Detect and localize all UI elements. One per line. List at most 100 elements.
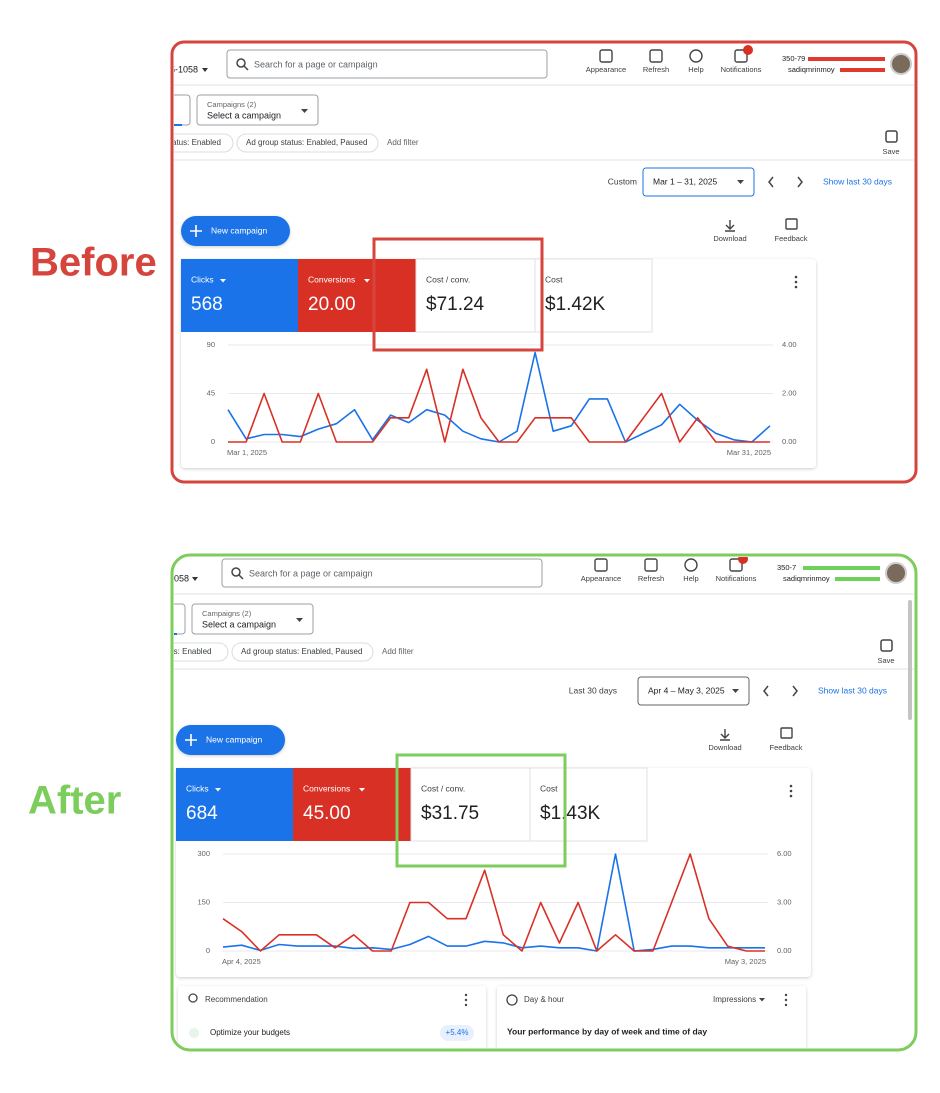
metric-value: 20.00: [308, 294, 356, 315]
metric-tile[interactable]: [181, 259, 298, 332]
metric-tile[interactable]: [410, 767, 531, 842]
filter-chip-text: atus: Enabled: [172, 138, 221, 147]
prev-arrow[interactable]: [763, 685, 769, 697]
metric-name: Cost / conv.: [421, 783, 465, 793]
more-menu[interactable]: [789, 789, 793, 793]
avatar[interactable]: [885, 562, 907, 584]
more-menu[interactable]: [784, 993, 788, 997]
recommendation-change: +5.4%: [446, 1028, 469, 1037]
more-menu[interactable]: [794, 285, 798, 289]
more-menu[interactable]: [464, 1003, 468, 1007]
metric-tile[interactable]: [529, 767, 648, 842]
more-menu[interactable]: [784, 998, 788, 1002]
budget-icon: [189, 1028, 199, 1038]
change-chip: [440, 1025, 474, 1041]
more-menu[interactable]: [794, 275, 798, 279]
avatar[interactable]: [890, 53, 912, 75]
plus-icon: [185, 734, 197, 746]
metric-tile[interactable]: [415, 258, 536, 333]
toolbar-icon[interactable]: [684, 558, 698, 572]
filter-chip[interactable]: [145, 642, 229, 662]
toolbar-label: Appearance: [581, 574, 621, 583]
date-picker[interactable]: [637, 676, 750, 706]
save-icon[interactable]: [880, 639, 893, 652]
campaign-dropdown[interactable]: [196, 94, 319, 126]
toolbar-icon[interactable]: [644, 558, 658, 572]
save-icon[interactable]: [885, 130, 898, 143]
x-start-label: Apr 4, 2025: [222, 957, 261, 966]
y2-tick-label: 3.00: [777, 897, 792, 906]
date-caret: [732, 689, 739, 693]
toolbar-icon[interactable]: [729, 558, 743, 572]
day-hour-metric: Impressions: [713, 995, 756, 1004]
before-highlight: [372, 237, 544, 352]
search-icon: [236, 58, 246, 68]
toolbar-label: Refresh: [643, 65, 669, 74]
series-line: [222, 853, 765, 952]
tab-stub: [174, 603, 186, 635]
bulb-icon: [188, 993, 198, 1003]
y2-tick-label: 2.00: [782, 388, 797, 397]
search-box[interactable]: [221, 558, 543, 588]
feedback-icon[interactable]: [780, 727, 793, 739]
user-id: 350-79: [782, 54, 805, 63]
toolbar-icon[interactable]: [689, 49, 703, 63]
new-campaign-button[interactable]: [181, 216, 290, 246]
series-line: [222, 853, 765, 952]
next-arrow[interactable]: [797, 176, 803, 188]
download-icon[interactable]: [720, 729, 730, 741]
filter-chip[interactable]: [236, 133, 379, 153]
user-email: sadiqmrinmoy: [788, 65, 835, 74]
date-caret: [737, 180, 744, 184]
campaign-dropdown[interactable]: [191, 603, 314, 635]
notification-badge: [743, 45, 753, 55]
more-menu[interactable]: [789, 794, 793, 798]
after-screenshot: 1058 Search for a page or campaign Appeara…: [145, 557, 914, 1048]
download-icon[interactable]: [725, 220, 735, 232]
more-menu[interactable]: [464, 993, 468, 997]
range-label: Last 30 days: [569, 685, 617, 695]
dropdown-caret: [296, 618, 303, 622]
redaction: [835, 577, 880, 581]
filter-chip[interactable]: [231, 642, 374, 662]
y-tick-label: 0: [206, 946, 210, 955]
more-menu[interactable]: [784, 1003, 788, 1007]
notification-badge: [738, 557, 748, 564]
before-screenshot: 5-1058 Search for a page or campaign Appea…: [150, 44, 914, 480]
toolbar-icon[interactable]: [599, 49, 613, 63]
day-hour-title: Day & hour: [524, 995, 564, 1004]
metric-caret: [220, 279, 226, 283]
metric-tile[interactable]: [293, 768, 411, 841]
metric-tile[interactable]: [534, 258, 653, 333]
search-placeholder: Search for a page or campaign: [249, 568, 373, 578]
next-arrow[interactable]: [792, 685, 798, 697]
metric-caret: [364, 279, 370, 283]
search-icon: [238, 574, 244, 580]
toolbar-icon[interactable]: [594, 558, 608, 572]
prev-arrow[interactable]: [768, 176, 774, 188]
show-last-link: Show last 30 days: [823, 176, 892, 186]
more-menu[interactable]: [794, 280, 798, 284]
y-tick-label: 0: [211, 437, 215, 446]
metric-tile[interactable]: [298, 259, 416, 332]
redaction: [840, 68, 885, 72]
y-tick-label: 90: [207, 340, 215, 349]
new-campaign-button[interactable]: [176, 725, 285, 755]
search-box[interactable]: [226, 49, 548, 79]
account-id: 5-1058: [170, 64, 198, 74]
campaign-select: Select a campaign: [202, 619, 276, 629]
toolbar-icon[interactable]: [649, 49, 663, 63]
metric-tile[interactable]: [176, 768, 293, 841]
download-label: Download: [713, 234, 746, 243]
toolbar-icon[interactable]: [734, 49, 748, 63]
feedback-icon[interactable]: [785, 218, 798, 230]
date-picker[interactable]: [642, 167, 755, 197]
background: [174, 557, 914, 560]
filter-chip-text: tus: Enabled: [167, 647, 211, 656]
filter-chip[interactable]: [150, 133, 234, 153]
metric-value: $31.75: [421, 803, 479, 824]
more-menu[interactable]: [464, 998, 468, 1002]
dropdown-caret: [301, 109, 308, 113]
user-id: 350-7: [777, 563, 796, 572]
more-menu[interactable]: [789, 784, 793, 788]
